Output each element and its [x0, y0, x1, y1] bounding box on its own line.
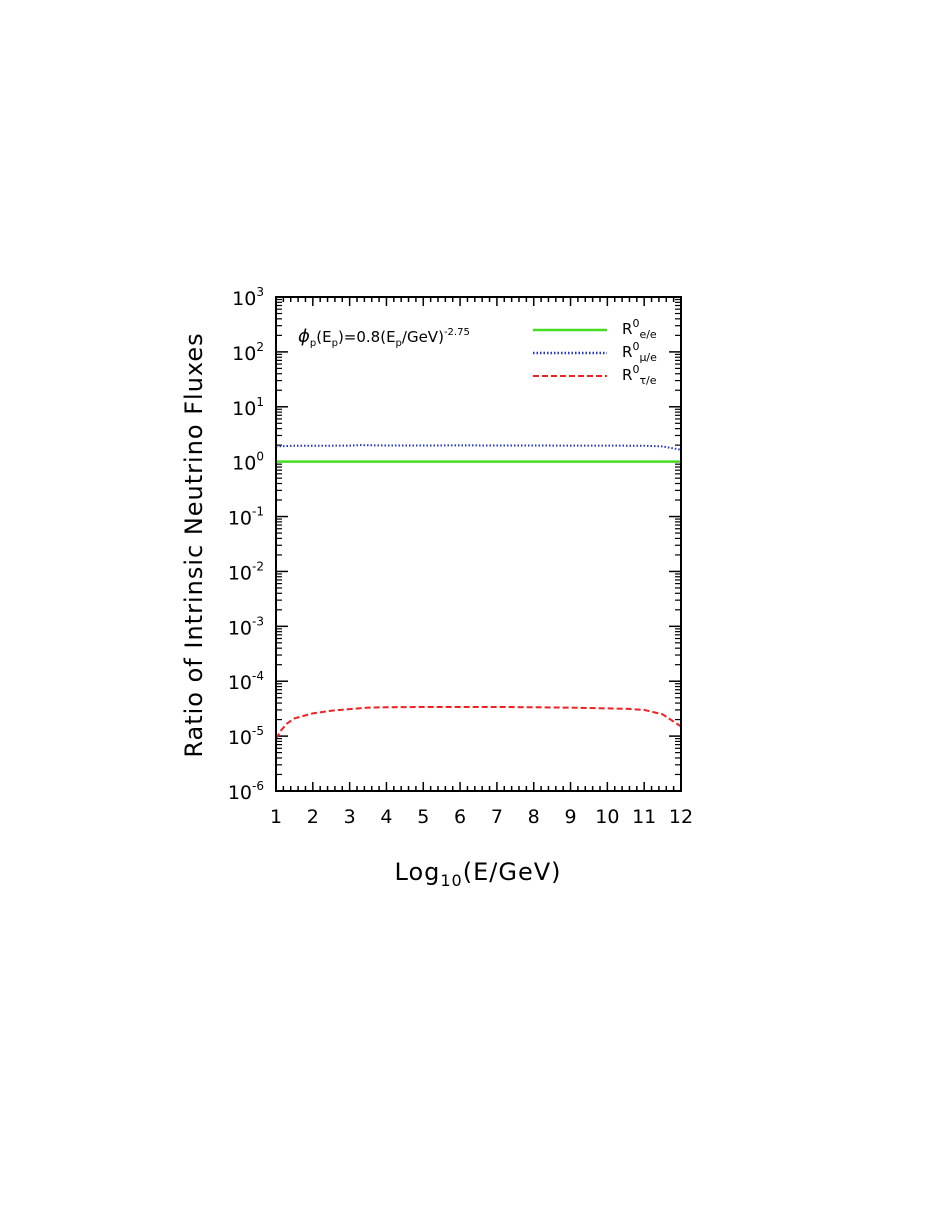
y-tick-label: 100: [232, 450, 264, 475]
y-tick-labels: 103 102 101 100 10-1 10-2 10-3 10-4 10-5 10-6: [228, 285, 264, 804]
x-axis-title: Log10(E/GeV): [395, 858, 562, 890]
y-tick-label: 10-4: [228, 669, 264, 694]
series-line-2: [275, 705, 682, 740]
anno-sub-2: p: [332, 338, 338, 349]
y-tick-label: 10-2: [228, 559, 264, 584]
x-tick-label: 9: [564, 806, 576, 828]
anno-part-3: /GeV): [402, 328, 444, 346]
x-axis-title-suffix: (E/GeV): [463, 858, 562, 886]
y-tick-label: 102: [232, 340, 264, 365]
anno-sub-1: p: [310, 338, 316, 349]
x-tick-label: 6: [454, 806, 466, 828]
y-tick-label: 10-1: [228, 505, 264, 530]
anno-sub-3: p: [396, 338, 402, 349]
y-tick-label: 10-5: [228, 724, 264, 749]
legend-label-e: R0e/e: [622, 317, 657, 341]
y-tick-label: 10-3: [228, 614, 264, 639]
anno-phi: ϕ: [298, 326, 310, 347]
series-line-1: [275, 444, 682, 451]
x-tick-label: 11: [632, 806, 656, 828]
x-tick-label: 2: [307, 806, 319, 828]
x-tick-label: 5: [417, 806, 429, 828]
anno-exponent: -2.75: [444, 327, 470, 338]
x-tick-label: 8: [528, 806, 540, 828]
x-axis-title-prefix: Log: [395, 858, 441, 886]
x-tick-label: 12: [669, 806, 693, 828]
y-tick-label: 103: [232, 285, 264, 310]
x-axis-title-subscript: 10: [440, 871, 462, 890]
y-tick-label: 101: [232, 395, 264, 420]
legend: R0e/e R0μ/e R0τ/e: [533, 317, 657, 387]
legend-label-tau: R0τ/e: [622, 363, 657, 387]
anno-part-2: )=0.8(E: [338, 328, 396, 346]
x-tick-label: 1: [270, 806, 282, 828]
anno-part-1: (E: [316, 328, 331, 346]
x-tick-labels: 1 2 3 4 5 6 7 8 9 10 11 12: [270, 806, 693, 828]
x-tick-label: 3: [344, 806, 356, 828]
x-tick-label: 4: [380, 806, 392, 828]
x-tick-label: 10: [595, 806, 619, 828]
tick-marks: [275, 296, 682, 792]
y-tick-label: 10-6: [228, 779, 264, 804]
flux-annotation: ϕp(Ep)=0.8(Ep/GeV)-2.75: [298, 326, 470, 349]
plot-frame: [275, 296, 682, 792]
series-lines: [275, 444, 682, 740]
legend-label-mu: R0μ/e: [622, 340, 657, 364]
x-tick-label: 7: [491, 806, 503, 828]
y-axis-title: Ratio of Intrinsic Neutrino Fluxes: [180, 332, 208, 757]
